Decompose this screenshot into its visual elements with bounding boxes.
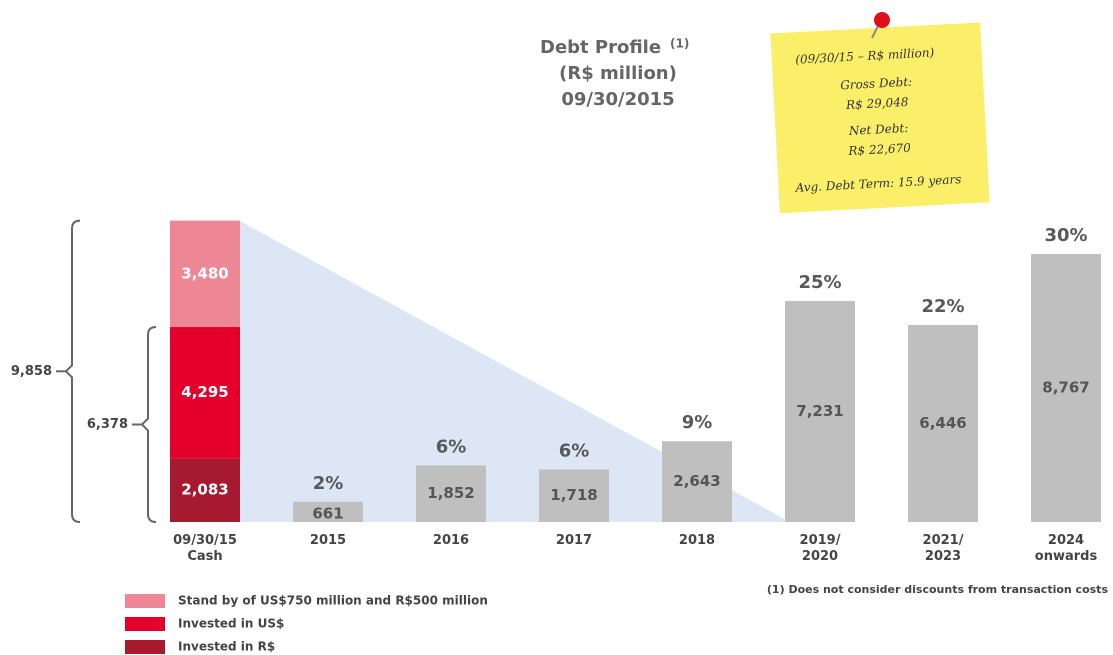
bar [662,441,732,522]
triangle-shade [240,221,790,522]
legend-swatch [125,640,165,654]
x-tick-label: 2021/2023 [923,533,964,564]
bar [170,327,240,459]
x-tick-label: 2015 [310,533,346,548]
bracket-label: 6,378 [87,417,128,432]
legend-label: Stand by of US$750 million and R$500 mil… [178,594,488,608]
x-tick-label: 2016 [433,533,469,548]
percent-label: 9% [682,412,713,433]
percent-label: 25% [798,272,841,293]
value-label: 661 [312,504,343,522]
bar [170,458,240,522]
bar [170,220,240,328]
legend-label: Invested in R$ [178,640,275,654]
note-paper [770,22,990,214]
value-label: 3,480 [181,264,228,282]
bracket-label: 9,858 [11,364,52,379]
note-text: Net Debt: [848,121,909,138]
bracket [140,326,157,523]
x-tick-label: 2018 [679,533,715,548]
legend-label: Invested in US$ [178,617,284,631]
note-text: R$ 22,670 [847,141,911,158]
footnote: (1) Does not consider discounts from tra… [767,583,1109,596]
value-label: 8,767 [1042,378,1089,396]
percent-label: 22% [921,296,964,317]
bar [416,465,486,522]
pin-head [874,12,890,28]
value-label: 4,295 [181,383,228,401]
value-label: 2,643 [673,472,720,490]
bar [293,501,363,522]
bar [908,324,978,522]
percent-label: 6% [559,440,590,461]
value-label: 7,231 [796,402,843,420]
legend-swatch [125,594,165,608]
value-label: 2,083 [181,481,228,499]
bracket [64,219,81,523]
bar [1031,253,1101,523]
bar [539,469,609,522]
chart-subtitle: (R$ million) [559,63,677,84]
bar [785,300,855,522]
chart-title: Debt Profile [540,37,661,58]
percent-label: 2% [313,473,344,494]
note-text: R$ 29,048 [845,95,909,112]
chart-date: 09/30/2015 [561,89,674,110]
percent-label: 30% [1044,225,1087,246]
note-text: Gross Debt: [840,75,913,93]
title-note: (1) [670,37,689,51]
x-tick-label: 2024 onwards [1035,533,1098,564]
sticky-note: (09/30/15 – R$ million)Gross Debt:R$ 29,… [770,22,990,214]
value-label: 1,852 [427,484,474,502]
value-label: 1,718 [550,486,597,504]
percent-label: 6% [436,436,467,457]
x-tick-label: 2019/2020 [800,533,841,564]
x-tick-label: 2017 [556,533,592,548]
x-tick-label: 09/30/15 Cash [173,533,237,564]
value-label: 6,446 [919,414,966,432]
legend-swatch [125,617,165,631]
